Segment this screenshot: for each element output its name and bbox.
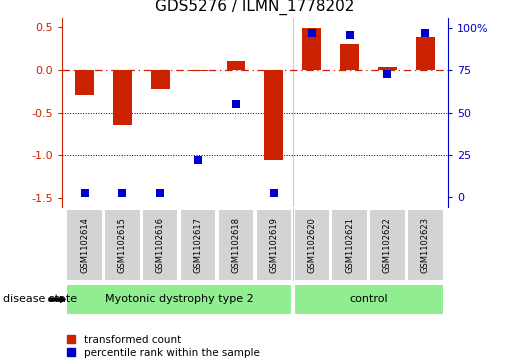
Title: GDS5276 / ILMN_1778202: GDS5276 / ILMN_1778202 xyxy=(155,0,355,15)
Bar xyxy=(332,209,368,281)
Text: GSM1102623: GSM1102623 xyxy=(421,217,430,273)
Text: GSM1102617: GSM1102617 xyxy=(194,217,202,273)
Bar xyxy=(407,209,443,281)
Text: control: control xyxy=(349,294,388,305)
Text: GSM1102616: GSM1102616 xyxy=(156,217,165,273)
Bar xyxy=(142,209,178,281)
Bar xyxy=(340,44,359,70)
Text: GSM1102620: GSM1102620 xyxy=(307,217,316,273)
Legend: transformed count, percentile rank within the sample: transformed count, percentile rank withi… xyxy=(67,335,260,358)
Bar xyxy=(75,70,94,95)
Bar xyxy=(302,28,321,70)
Bar xyxy=(255,209,292,281)
Bar xyxy=(218,209,254,281)
Text: Myotonic dystrophy type 2: Myotonic dystrophy type 2 xyxy=(105,294,253,305)
Bar xyxy=(104,209,141,281)
Bar xyxy=(369,209,406,281)
Bar xyxy=(188,70,208,72)
Bar xyxy=(378,67,397,70)
Bar xyxy=(66,284,292,315)
Bar xyxy=(416,37,435,70)
Bar xyxy=(294,284,443,315)
Bar xyxy=(180,209,216,281)
Text: GSM1102622: GSM1102622 xyxy=(383,217,392,273)
Text: GSM1102615: GSM1102615 xyxy=(118,217,127,273)
Bar xyxy=(113,70,132,125)
Bar xyxy=(66,209,102,281)
Bar xyxy=(227,61,246,70)
Text: GSM1102614: GSM1102614 xyxy=(80,217,89,273)
Bar xyxy=(264,70,283,160)
Bar xyxy=(151,70,170,89)
Text: disease state: disease state xyxy=(3,294,77,305)
Text: GSM1102621: GSM1102621 xyxy=(345,217,354,273)
Bar xyxy=(294,209,330,281)
Text: GSM1102618: GSM1102618 xyxy=(231,217,241,273)
Text: GSM1102619: GSM1102619 xyxy=(269,217,279,273)
